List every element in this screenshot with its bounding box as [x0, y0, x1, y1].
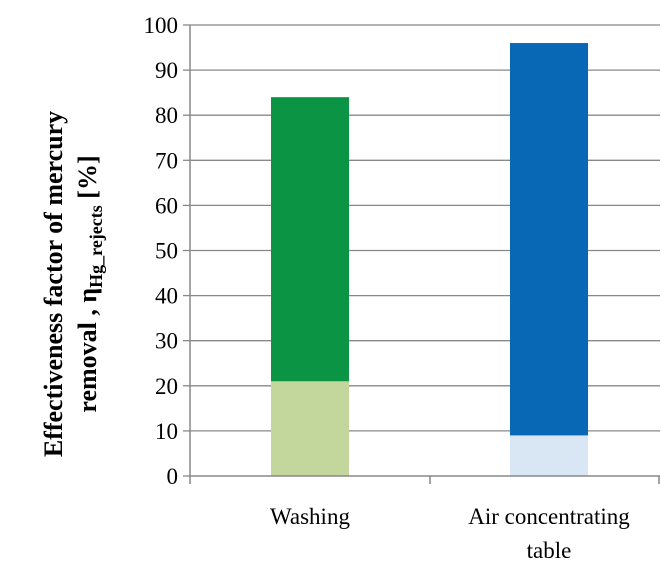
y-tick-label: 100: [144, 13, 179, 38]
y-tick-label: 20: [155, 374, 178, 399]
y-tick-label: 30: [155, 329, 178, 354]
y-tick-labels: 0 10 20 30 40 50 60 70 80 90 100: [144, 13, 179, 489]
x-category-labels: Washing Air concentrating table: [270, 504, 630, 561]
y-tick-label: 40: [155, 284, 178, 309]
bar-segment-upper: [271, 97, 349, 382]
y-tick-label: 80: [155, 103, 178, 128]
y-tick-label: 0: [167, 464, 179, 489]
gridlines: [190, 24, 660, 432]
y-tick-label: 50: [155, 239, 178, 264]
y-axis-title-subscript: Hg_rejects: [86, 205, 106, 288]
y-axis-title-suffix: [%]: [73, 155, 102, 205]
x-category-label: table: [527, 538, 572, 561]
axes: [183, 24, 660, 484]
y-tick-label: 10: [155, 419, 178, 444]
y-axis-title-prefix: removal , η: [73, 288, 102, 413]
x-category-label: Washing: [270, 504, 350, 529]
y-axis-title-line1: Effectiveness factor of mercury: [39, 111, 68, 457]
x-category-label: Air concentrating: [468, 504, 630, 529]
y-tick-label: 60: [155, 193, 178, 218]
bars: [271, 43, 588, 476]
y-tick-label: 70: [155, 148, 178, 173]
bar-segment-lower: [510, 435, 588, 476]
bar-segment-lower: [271, 381, 349, 476]
y-axis-title-line2: removal , ηHg_rejects [%]: [73, 155, 106, 412]
y-tick-label: 90: [155, 58, 178, 83]
bar-segment-upper: [510, 43, 588, 436]
